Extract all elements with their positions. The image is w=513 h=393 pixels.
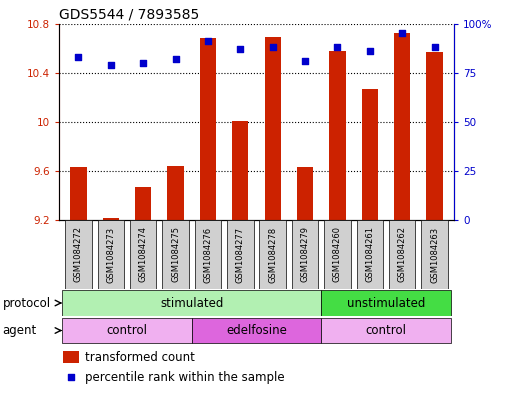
Bar [297, 167, 313, 220]
Point [366, 48, 374, 54]
Point [204, 38, 212, 44]
Text: percentile rank within the sample: percentile rank within the sample [85, 371, 284, 384]
Bar [167, 166, 184, 220]
Text: GSM1084262: GSM1084262 [398, 226, 407, 283]
Text: unstimulated: unstimulated [347, 296, 425, 310]
Text: GSM1084272: GSM1084272 [74, 226, 83, 283]
Text: GSM1084274: GSM1084274 [139, 226, 148, 283]
Text: GSM1084278: GSM1084278 [268, 226, 277, 283]
Point [333, 44, 342, 50]
Text: GSM1084261: GSM1084261 [365, 226, 374, 283]
Text: GSM1084276: GSM1084276 [204, 226, 212, 283]
Point [398, 30, 406, 37]
Bar [227, 220, 253, 289]
Bar [389, 220, 416, 289]
Bar [63, 351, 79, 363]
Text: GSM1084279: GSM1084279 [301, 226, 309, 283]
Bar [260, 220, 286, 289]
Bar [329, 51, 346, 220]
Bar [103, 218, 119, 220]
Text: control: control [365, 324, 406, 337]
Bar [426, 52, 443, 220]
Point [107, 62, 115, 68]
Bar [192, 318, 321, 343]
Point [236, 46, 244, 52]
Bar [357, 220, 383, 289]
Text: GSM1084263: GSM1084263 [430, 226, 439, 283]
Text: control: control [107, 324, 148, 337]
Bar [70, 167, 87, 220]
Bar [194, 220, 221, 289]
Point [269, 44, 277, 50]
Bar [62, 290, 321, 316]
Text: GSM1084273: GSM1084273 [106, 226, 115, 283]
Point [74, 54, 83, 60]
Bar [321, 318, 451, 343]
Bar [324, 220, 351, 289]
Text: GSM1084260: GSM1084260 [333, 226, 342, 283]
Bar [65, 220, 92, 289]
Bar [265, 37, 281, 220]
Bar [362, 89, 378, 220]
Point [171, 56, 180, 62]
Bar [321, 290, 451, 316]
Bar [394, 33, 410, 220]
Text: edelfosine: edelfosine [226, 324, 287, 337]
Text: protocol: protocol [3, 296, 51, 310]
Point [139, 60, 147, 66]
Text: GSM1084277: GSM1084277 [236, 226, 245, 283]
Bar [135, 187, 151, 220]
Text: GDS5544 / 7893585: GDS5544 / 7893585 [59, 7, 199, 21]
Point [430, 44, 439, 50]
Bar [200, 39, 216, 220]
Bar [292, 220, 319, 289]
Point [301, 58, 309, 64]
Text: transformed count: transformed count [85, 351, 194, 364]
Text: stimulated: stimulated [160, 296, 224, 310]
Bar [232, 121, 248, 220]
Point [67, 374, 75, 380]
Bar [130, 220, 156, 289]
Bar [97, 220, 124, 289]
Text: GSM1084275: GSM1084275 [171, 226, 180, 283]
Bar [421, 220, 448, 289]
Bar [162, 220, 189, 289]
Text: agent: agent [3, 324, 37, 337]
Bar [62, 318, 192, 343]
